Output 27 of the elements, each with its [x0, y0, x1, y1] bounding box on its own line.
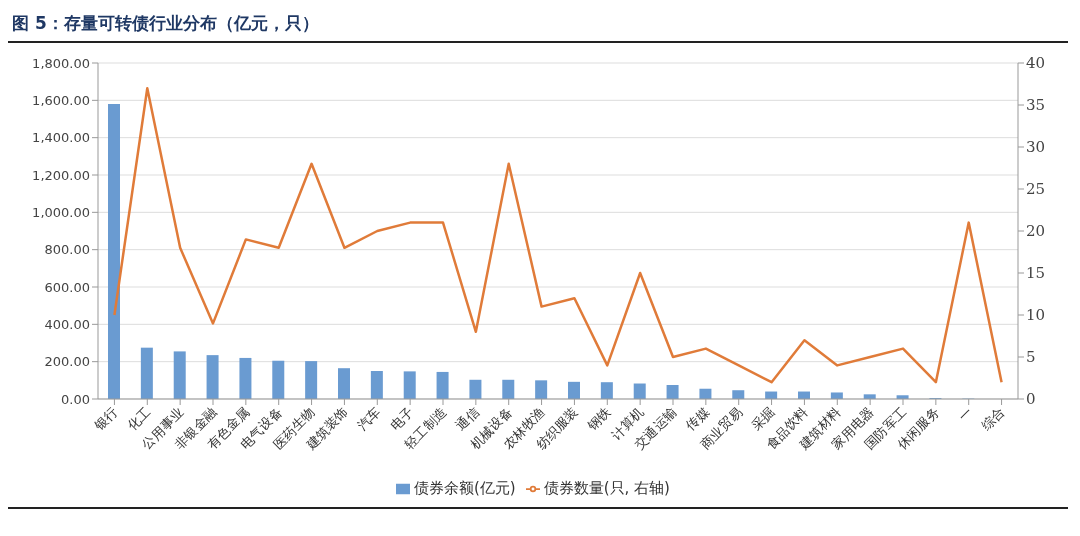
y2-tick-label: 10 — [1026, 306, 1046, 325]
y-tick-label: 1,400.00 — [32, 130, 90, 146]
x-tick-label: 传媒 — [682, 404, 712, 434]
y2-tick-label: 25 — [1026, 180, 1046, 199]
x-tick-label: 一 — [955, 404, 975, 425]
legend-label: 债券余额(亿元) — [414, 479, 516, 497]
y2-tick-label: 30 — [1026, 138, 1046, 157]
x-tick-label: 汽车 — [354, 404, 384, 434]
y-tick-label: 0.00 — [61, 391, 90, 407]
y-tick-label: 200.00 — [44, 354, 90, 370]
y-tick-label: 1,800.00 — [32, 55, 90, 71]
y-tick-label: 600.00 — [44, 279, 90, 295]
y2-tick-label: 15 — [1026, 264, 1046, 283]
y-tick-label: 1,200.00 — [32, 167, 90, 183]
chart-title: 图 5：存量可转债行业分布（亿元，只） — [8, 8, 1068, 43]
y2-tick-label: 20 — [1026, 222, 1046, 241]
y2-tick-label: 35 — [1026, 96, 1046, 115]
x-tick-label: 银行 — [90, 404, 121, 435]
y-tick-label: 1,600.00 — [32, 92, 90, 108]
legend-label: 债券数量(只, 右轴) — [543, 479, 670, 497]
y2-tick-label: 5 — [1026, 348, 1036, 367]
y-tick-label: 800.00 — [44, 242, 90, 258]
y2-tick-label: 40 — [1026, 54, 1046, 73]
y-tick-label: 400.00 — [44, 316, 90, 332]
y2-tick-label: 0 — [1026, 390, 1036, 409]
y-tick-label: 1,000.00 — [32, 204, 90, 220]
x-tick-label: 综合 — [978, 404, 1008, 434]
